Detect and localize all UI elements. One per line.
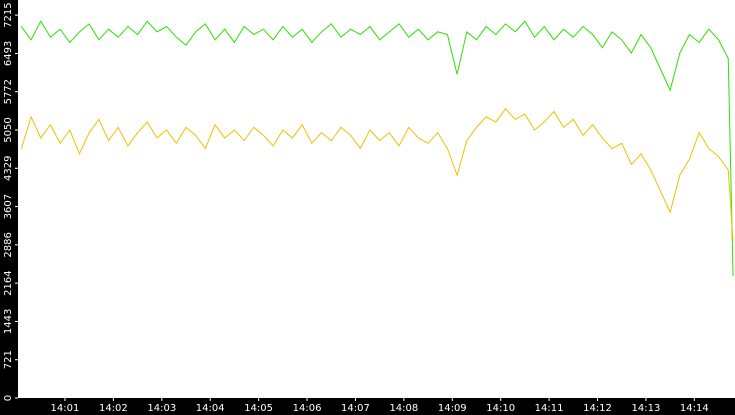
x-tick-label: 14:08 (389, 403, 418, 414)
x-tick-label: 14:07 (341, 403, 370, 414)
x-tick-label: 14:03 (147, 403, 176, 414)
y-tick-label: 5050 (3, 117, 14, 142)
x-tick-label: 14:05 (244, 403, 273, 414)
x-tick-label: 14:02 (99, 403, 128, 414)
y-tick-label: 721 (3, 350, 14, 369)
x-tick-label: 14:09 (438, 403, 467, 414)
x-tick-label: 14:01 (51, 403, 80, 414)
x-tick-label: 14:13 (632, 403, 661, 414)
data-line (20, 108, 734, 242)
y-tick-label: 6493 (3, 41, 14, 66)
plot-area (18, 0, 735, 398)
y-tick-label: 2164 (3, 270, 14, 295)
x-tick-label: 14:04 (196, 403, 225, 414)
y-tick-label: 7215 (3, 2, 14, 27)
y-tick-label: 1443 (3, 309, 14, 334)
y-tick-label: 0 (3, 395, 14, 401)
x-tick-label: 14:11 (535, 403, 564, 414)
x-tick-label: 14:12 (583, 403, 612, 414)
x-tick-label: 14:14 (680, 403, 709, 414)
y-tick-label: 5772 (3, 79, 14, 104)
data-line (20, 20, 734, 276)
y-tick-label: 2886 (3, 232, 14, 257)
x-tick-label: 14:06 (293, 403, 322, 414)
x-tick-label: 14:10 (486, 403, 515, 414)
y-tick-label: 4329 (3, 156, 14, 181)
y-tick-label: 3607 (3, 194, 14, 219)
